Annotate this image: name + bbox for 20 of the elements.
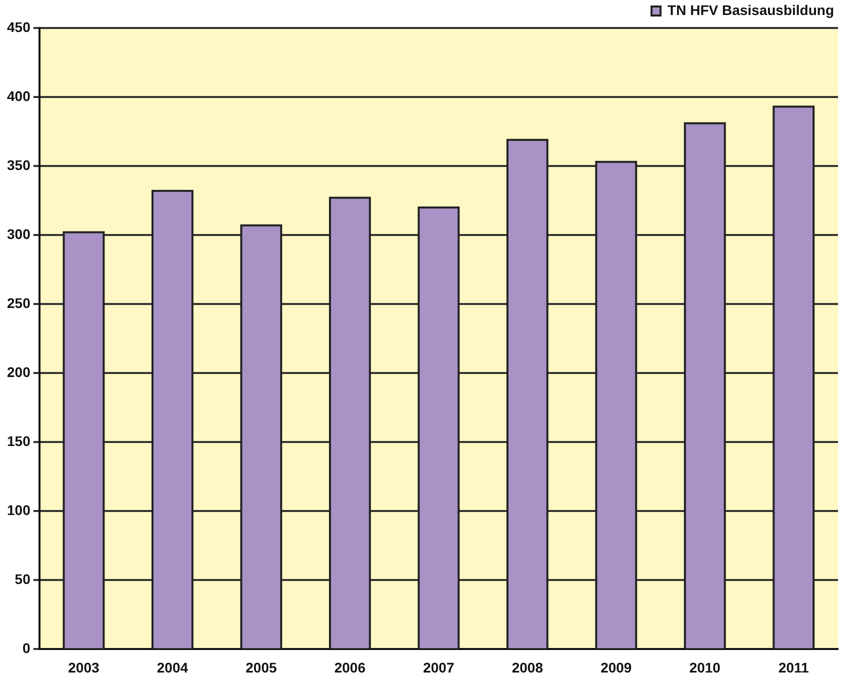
y-tick-label: 0: [22, 640, 31, 656]
y-tick-label: 200: [7, 364, 31, 380]
y-tick-label: 150: [7, 432, 31, 449]
x-tick-label: 2006: [334, 659, 366, 676]
x-tick-label: 2009: [600, 659, 632, 676]
y-tick-label: 50: [14, 571, 31, 588]
x-tick-label: 2005: [246, 659, 277, 676]
y-tick-label: 100: [7, 502, 31, 518]
y-tick-label: 450: [7, 18, 31, 35]
x-tick-label: 2003: [68, 659, 100, 676]
y-tick-label: 250: [7, 294, 31, 311]
y-tick-label: 400: [7, 88, 31, 104]
x-tick-label: 2007: [423, 659, 454, 676]
y-tick-label: 350: [7, 156, 31, 173]
x-tick-label: 2004: [156, 659, 188, 676]
y-tick-label: 300: [7, 226, 31, 242]
x-tick-label: 2008: [512, 659, 544, 676]
x-tick-label: 2010: [689, 659, 721, 676]
x-tick-label: 2011: [778, 659, 810, 676]
legend-label: TN HFV Basisausbildung: [668, 2, 834, 18]
